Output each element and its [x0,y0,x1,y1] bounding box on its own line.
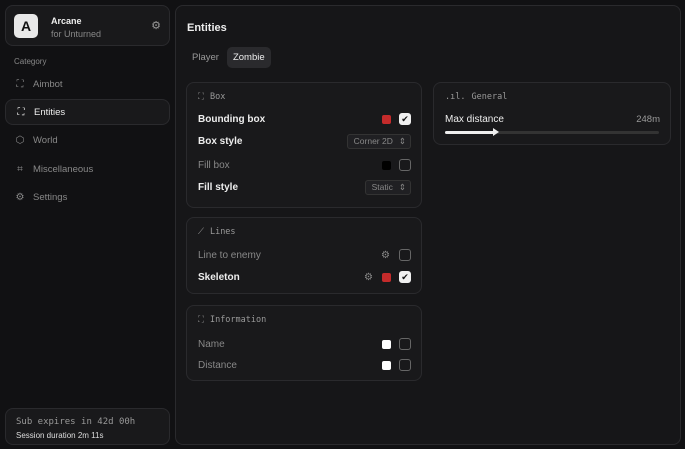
sidebar-item-label: Miscellaneous [33,163,94,175]
category-label: Category [14,57,47,66]
row-label: Bounding box [198,113,266,125]
sidebar-item-label: World [33,134,58,146]
row-label: Fill style [198,181,239,193]
row-label: Box style [198,135,243,147]
fill-style-select[interactable]: Static ⇕ [364,179,411,195]
color-swatch[interactable] [382,339,391,349]
scan-user-icon: ⛶ [17,106,25,118]
sidebar-item-settings[interactable]: ⚙ Settings [5,184,170,210]
fill-box-checkbox[interactable] [399,159,411,171]
tab-player[interactable]: Player [192,52,219,63]
sidebar-item-aimbot[interactable]: ⛶ Aimbot [5,71,170,97]
crosshair-icon: ⛶ [16,78,24,90]
row-label: Distance [198,359,237,371]
subscription-card: Sub expires in 42d 00h Session duration … [5,408,170,445]
slider-thumb[interactable] [493,128,500,136]
scan-icon: ⛶ [198,315,204,325]
app-logo: A [14,14,38,38]
color-swatch[interactable] [382,360,391,370]
row-label: Name [198,338,225,350]
app-title: Arcane [51,16,82,26]
line-icon: ⟋ [198,227,204,237]
max-distance-row: Max distance 248m [445,111,660,127]
color-swatch[interactable] [382,272,391,282]
cube-icon: ⬡ [15,134,25,146]
box-style-row: Box style Corner 2D ⇕ [198,133,411,149]
section-title: Box [209,92,226,102]
section-title: General [471,92,508,102]
skeleton-checkbox[interactable]: ✔ [399,271,411,283]
gear-icon: ⚙ [15,191,25,203]
sidebar-item-label: Entities [34,106,66,118]
sidebar-item-world[interactable]: ⬡ World [5,127,170,153]
section-title: Lines [209,227,236,237]
distance-row: Distance [198,357,411,373]
row-label: Fill box [198,159,230,171]
row-label: Skeleton [198,271,240,283]
row-label: Line to enemy [198,249,261,261]
box-section: ⛶ Box Bounding box ✔ Box style Corner 2D ⇕ F… [186,82,422,208]
name-row: Name [198,336,411,352]
fill-style-row: Fill style Static ⇕ [198,179,411,195]
tab-bar: Player Zombie [186,47,271,68]
chevrons-icon: ⇕ [398,181,406,192]
skeleton-row: Skeleton ⚙ ✔ [198,269,411,285]
app-subtitle: for Unturned [51,29,102,39]
select-value: Static [371,182,393,192]
sidebar-item-label: Aimbot [33,78,63,90]
color-swatch[interactable] [382,114,391,124]
lines-section: ⟋ Lines Line to enemy ⚙ Skeleton ⚙ ✔ [186,217,422,294]
slider-fill [445,131,497,134]
max-distance-slider[interactable] [445,128,659,136]
chevrons-icon: ⇕ [398,135,406,146]
distance-checkbox[interactable] [399,359,411,371]
chart-icon: .ıl. [445,92,466,102]
bounding-box-row: Bounding box ✔ [198,111,411,127]
sub-expiry: Sub expires in 42d 00h [16,417,136,427]
settings-gear-icon[interactable]: ⚙ [151,20,161,32]
information-section: ⛶ Information Name Distance [186,305,422,381]
sidebar-item-miscellaneous[interactable]: ⌗ Miscellaneous [5,156,170,182]
color-swatch[interactable] [382,160,391,170]
sidebar-item-entities[interactable]: ⛶ Entities [5,99,170,125]
name-checkbox[interactable] [399,338,411,350]
general-section: .ıl. General Max distance 248m [433,82,671,145]
session-duration: Session duration 2m 11s [16,431,104,440]
main-panel: Entities Player Zombie ⛶ Box Bounding box… [175,5,681,445]
select-value: Corner 2D [353,136,393,146]
settings-gear-icon[interactable]: ⚙ [364,271,373,283]
sidebar-item-label: Settings [33,191,68,203]
bounding-box-checkbox[interactable]: ✔ [399,113,411,125]
line-to-enemy-checkbox[interactable] [399,249,411,261]
fill-box-row: Fill box [198,157,411,173]
app-header: A Arcane for Unturned ⚙ [5,5,170,46]
settings-gear-icon[interactable]: ⚙ [381,249,390,261]
grid-icon: ⌗ [17,163,23,175]
section-title: Information [209,315,267,325]
row-label: Max distance [445,113,504,125]
tab-zombie[interactable]: Zombie [226,47,271,68]
box-icon: ⛶ [198,92,204,102]
page-title: Entities [187,22,227,34]
max-distance-value: 248m [636,113,660,125]
line-to-enemy-row: Line to enemy ⚙ [198,247,411,263]
box-style-select[interactable]: Corner 2D ⇕ [346,133,411,149]
